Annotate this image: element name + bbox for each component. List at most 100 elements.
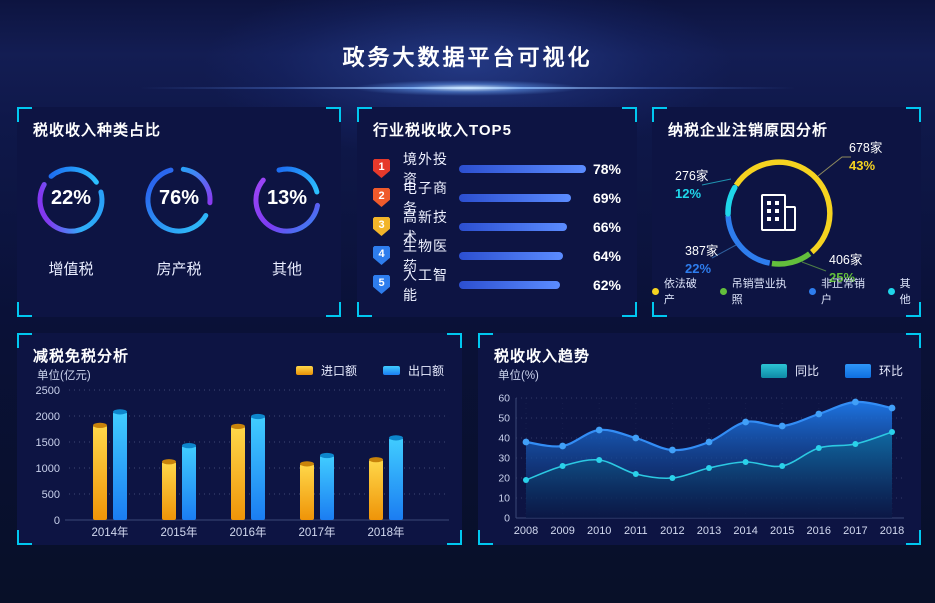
gauge-other: 13% 其他 bbox=[241, 160, 333, 279]
data-point bbox=[815, 410, 823, 418]
data-point bbox=[705, 438, 713, 446]
axis-label: 1000 bbox=[36, 463, 60, 475]
pie-legend-item[interactable]: 依法破产 bbox=[652, 275, 707, 307]
industry-name: 电子商务 bbox=[403, 179, 448, 216]
axis-label: 2018年 bbox=[367, 525, 404, 539]
callout-count: 678家 bbox=[849, 141, 883, 155]
industry-name: 生物医药 bbox=[403, 237, 448, 274]
callout-line bbox=[817, 156, 851, 177]
industry-bar-fill bbox=[458, 280, 560, 289]
legend-import[interactable]: 进口额 bbox=[295, 362, 357, 379]
callout-abnormal: 387家 22% bbox=[685, 243, 718, 277]
legend-label: 吊销营业执照 bbox=[731, 278, 787, 306]
data-point bbox=[778, 422, 786, 430]
data-point bbox=[889, 429, 895, 435]
corner-bracket bbox=[622, 302, 637, 317]
axis-label: 2013 bbox=[697, 525, 721, 537]
top5-row: 2 电子商务 69% bbox=[373, 180, 621, 216]
legend-label: 同比 bbox=[794, 364, 819, 378]
industry-bar bbox=[458, 222, 593, 231]
building-icon bbox=[761, 194, 796, 231]
axis-label: 20 bbox=[498, 473, 510, 485]
corner-bracket bbox=[326, 302, 341, 317]
legend-swatch-icon bbox=[760, 363, 787, 378]
bar-chart-legend: 进口额 出口额 bbox=[295, 362, 444, 379]
legend-swatch-icon bbox=[295, 366, 313, 375]
callout-line bbox=[801, 261, 827, 272]
panel-title: 税收收入种类占比 bbox=[33, 122, 162, 139]
panel-title: 税收收入趋势 bbox=[494, 348, 591, 365]
axis-label: 2015 bbox=[770, 525, 794, 537]
pie-legend-item[interactable]: 非正常销户 bbox=[809, 275, 875, 307]
legend-export[interactable]: 出口额 bbox=[382, 362, 444, 379]
y-axis-unit: 单位(亿元) bbox=[37, 370, 91, 382]
data-point bbox=[559, 463, 566, 469]
pie-arc-group bbox=[725, 159, 833, 267]
axis-label: 2014 bbox=[733, 525, 757, 537]
axis-label: 2008 bbox=[514, 525, 538, 537]
callout-line bbox=[701, 178, 732, 186]
callout-line bbox=[711, 244, 737, 259]
data-point bbox=[742, 418, 749, 426]
legend-mom[interactable]: 环比 bbox=[844, 362, 903, 379]
bar-进口额 bbox=[231, 426, 245, 520]
top5-list: 1 境外投资 78% 2 电子商务 69% 3 高新技术 66% 4 生物医药 bbox=[373, 151, 621, 303]
legend-label: 环比 bbox=[878, 364, 903, 378]
corner-bracket bbox=[478, 333, 493, 348]
data-point bbox=[706, 465, 712, 471]
panel-title: 行业税收收入TOP5 bbox=[373, 122, 512, 139]
legend-dot-icon bbox=[652, 287, 659, 295]
callout-other: 276家 12% bbox=[675, 168, 708, 202]
data-point bbox=[632, 471, 639, 477]
data-point bbox=[522, 438, 530, 446]
data-point bbox=[742, 459, 749, 465]
bar-出口额 bbox=[113, 411, 127, 520]
gauge-row: 22% 增值税 76% 房产税 bbox=[17, 160, 341, 279]
bar-cap bbox=[369, 457, 383, 463]
pie-legend-item[interactable]: 吊销营业执照 bbox=[719, 275, 796, 307]
top5-row: 5 人工智能 62% bbox=[373, 267, 621, 303]
axis-label: 50 bbox=[498, 413, 510, 425]
pie-arc bbox=[733, 159, 833, 255]
axis-label: 2016 bbox=[807, 525, 831, 537]
gauge-percent: 76% bbox=[158, 187, 200, 209]
gauge-label: 房产税 bbox=[156, 261, 202, 278]
axis-label: 0 bbox=[504, 513, 510, 525]
axis-label: 500 bbox=[42, 489, 60, 501]
callout-revoked: 406家 25% bbox=[829, 252, 862, 286]
gauge-percent: 13% bbox=[266, 187, 308, 209]
y-axis-unit: 单位(%) bbox=[498, 370, 539, 382]
panel-industry-top5: 行业税收收入TOP5 1 境外投资 78% 2 电子商务 69% 3 高新技术 … bbox=[357, 107, 637, 317]
pie-arc bbox=[771, 251, 812, 267]
callout-pct: 25% bbox=[829, 270, 856, 285]
panel-title: 纳税企业注销原因分析 bbox=[668, 122, 829, 139]
data-point bbox=[815, 445, 822, 451]
data-point bbox=[852, 398, 859, 406]
gauge-vat: 22% 增值税 bbox=[25, 160, 117, 279]
bar-进口额 bbox=[162, 461, 176, 520]
axis-label: 2500 bbox=[36, 385, 60, 397]
corner-bracket bbox=[357, 107, 372, 122]
bar-cap bbox=[300, 461, 314, 467]
legend-label: 非正常销户 bbox=[821, 278, 865, 306]
data-point bbox=[632, 434, 640, 442]
area-同比 bbox=[526, 432, 892, 518]
rank-badge: 3 bbox=[373, 217, 390, 236]
legend-yoy[interactable]: 同比 bbox=[760, 362, 819, 379]
rank-badge: 4 bbox=[373, 246, 390, 265]
rank-badge: 2 bbox=[373, 188, 390, 207]
legend-swatch-icon bbox=[382, 366, 400, 375]
corner-bracket bbox=[17, 333, 32, 348]
axis-label: 2012 bbox=[660, 525, 684, 537]
axis-label: 2014年 bbox=[91, 525, 128, 539]
axis-label: 2017年 bbox=[298, 525, 335, 539]
pie-legend-item[interactable]: 其他 bbox=[887, 275, 921, 307]
bar-cap bbox=[320, 452, 334, 459]
axis-label: 60 bbox=[498, 393, 510, 405]
bar-cap bbox=[162, 459, 176, 465]
axis-label: 2011 bbox=[624, 525, 648, 537]
axis-label: 1500 bbox=[36, 437, 60, 449]
panel-cancellation-analysis: 纳税企业注销原因分析 678家 43% 276家 12% bbox=[652, 107, 921, 317]
industry-name: 境外投资 bbox=[403, 150, 448, 187]
